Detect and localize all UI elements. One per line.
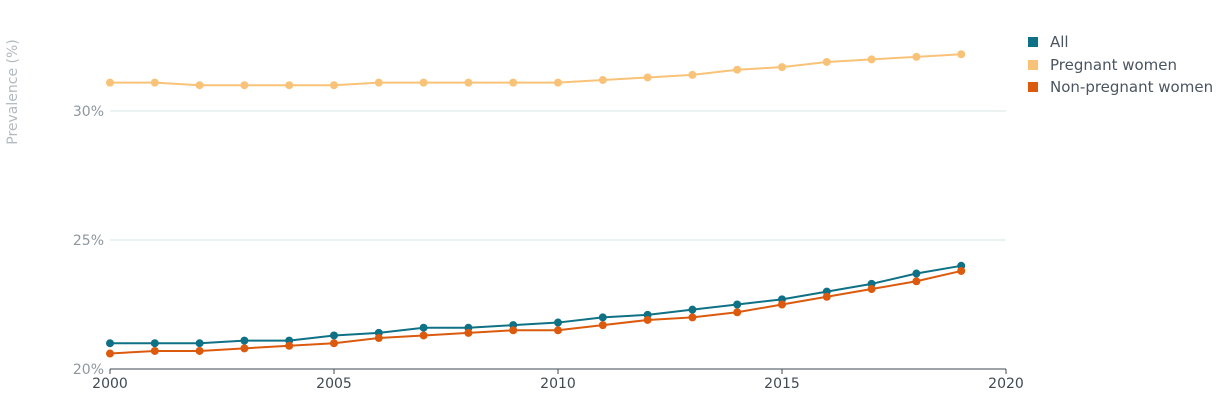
data-point xyxy=(598,313,607,322)
data-point xyxy=(643,315,652,324)
x-axis: 2000 2005 2010 2015 2020 xyxy=(92,368,1024,392)
data-point xyxy=(419,323,428,332)
x-tick-label: 2020 xyxy=(988,376,1024,392)
data-point xyxy=(733,308,742,317)
legend-label: All xyxy=(1050,33,1069,52)
data-point xyxy=(554,318,562,327)
data-point xyxy=(688,313,697,322)
data-point xyxy=(419,331,428,340)
x-tick-label: 2010 xyxy=(540,376,576,392)
legend-item-pregnant-women[interactable]: Pregnant women xyxy=(1028,54,1213,77)
data-point xyxy=(912,269,921,278)
data-point xyxy=(912,277,921,286)
data-point xyxy=(240,81,249,90)
series-line xyxy=(110,53,962,87)
legend-swatch xyxy=(1028,37,1038,48)
data-point xyxy=(509,326,518,335)
data-point xyxy=(240,336,249,345)
data-point xyxy=(285,341,294,350)
data-point xyxy=(150,346,159,355)
series-pregnant-women xyxy=(106,50,966,90)
y-tick-label: 20% xyxy=(73,362,104,378)
data-point xyxy=(643,73,652,82)
legend-label: Pregnant women xyxy=(1050,55,1178,74)
data-point xyxy=(822,292,831,301)
data-point xyxy=(374,334,383,343)
data-point xyxy=(464,328,473,337)
data-point xyxy=(330,81,338,90)
data-point xyxy=(509,78,518,87)
legend-swatch xyxy=(1028,82,1038,93)
data-point xyxy=(598,76,607,85)
data-point xyxy=(106,349,114,358)
data-point xyxy=(150,78,159,87)
x-tick-label: 2000 xyxy=(92,376,128,392)
data-point xyxy=(688,70,697,79)
data-point xyxy=(912,52,921,61)
data-point xyxy=(195,346,204,355)
legend: All Pregnant women Non-pregnant women xyxy=(1028,31,1213,99)
data-point xyxy=(195,339,204,348)
legend-label: Non-pregnant women xyxy=(1050,78,1214,97)
data-point xyxy=(688,305,697,314)
data-point xyxy=(554,78,562,87)
y-axis-ticks: 20% 25% 30% xyxy=(73,104,104,378)
y-axis-label: Prevalence (%) xyxy=(5,39,21,145)
data-point xyxy=(733,65,742,74)
data-point xyxy=(778,300,786,309)
series-line xyxy=(109,269,962,355)
y-tick-label: 30% xyxy=(73,104,104,120)
grid-lines xyxy=(110,110,1006,241)
data-point xyxy=(778,63,786,72)
data-point xyxy=(419,78,428,87)
data-point xyxy=(598,321,607,330)
legend-item-all[interactable]: All xyxy=(1028,31,1213,54)
data-point xyxy=(957,50,966,59)
data-point xyxy=(150,339,159,348)
data-point xyxy=(330,331,338,340)
data-point xyxy=(867,55,876,64)
legend-swatch xyxy=(1028,59,1038,70)
series-layer xyxy=(106,50,966,358)
data-point xyxy=(374,78,383,87)
x-tick-label: 2005 xyxy=(316,376,352,392)
series-all xyxy=(106,261,966,348)
data-point xyxy=(822,57,831,66)
series-line xyxy=(110,264,962,345)
data-point xyxy=(733,300,742,309)
data-point xyxy=(957,266,966,275)
data-point xyxy=(554,326,562,335)
data-point xyxy=(195,81,204,90)
legend-item-non-pregnant-women[interactable]: Non-pregnant women xyxy=(1028,76,1213,99)
series-non-pregnant-women xyxy=(106,266,966,358)
data-point xyxy=(240,344,249,353)
data-point xyxy=(285,81,294,90)
data-point xyxy=(106,339,114,348)
x-tick-label: 2015 xyxy=(764,376,800,392)
data-point xyxy=(106,78,114,87)
data-point xyxy=(867,285,876,294)
y-tick-label: 25% xyxy=(73,233,104,249)
data-point xyxy=(464,78,473,87)
data-point xyxy=(330,339,338,348)
